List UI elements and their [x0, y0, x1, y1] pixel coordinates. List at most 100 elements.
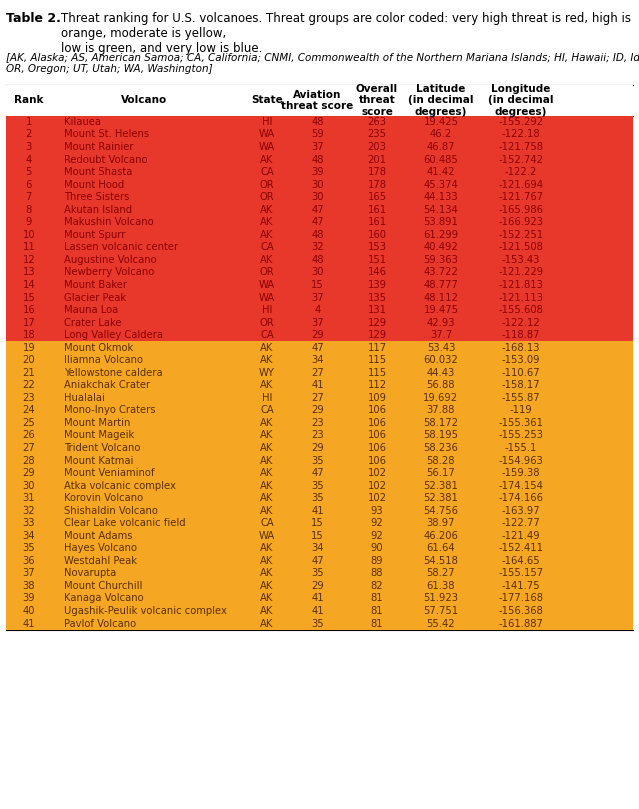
Text: Mount Spurr: Mount Spurr	[64, 230, 125, 239]
Text: -121.49: -121.49	[502, 531, 540, 540]
Text: -152.251: -152.251	[498, 230, 543, 239]
Text: OR: OR	[260, 318, 274, 328]
Text: 7: 7	[26, 193, 32, 202]
Text: 102: 102	[367, 468, 387, 478]
Text: 19.425: 19.425	[424, 117, 458, 127]
Text: 3: 3	[26, 142, 32, 152]
Text: -121.508: -121.508	[498, 243, 543, 252]
Text: 32: 32	[22, 506, 35, 515]
Text: 29: 29	[311, 581, 324, 591]
Text: 160: 160	[367, 230, 387, 239]
Text: 61.64: 61.64	[427, 544, 455, 553]
Text: -122.12: -122.12	[502, 318, 540, 328]
Text: 25: 25	[22, 418, 35, 428]
Text: 139: 139	[367, 280, 387, 290]
Text: AK: AK	[261, 468, 273, 478]
Text: -121.758: -121.758	[498, 142, 543, 152]
Text: 33: 33	[22, 519, 35, 528]
Text: 41: 41	[311, 594, 324, 604]
Text: 35: 35	[311, 455, 324, 465]
Text: 40.492: 40.492	[424, 243, 458, 252]
Text: 34: 34	[22, 531, 35, 540]
Text: 82: 82	[371, 581, 383, 591]
Text: 23: 23	[22, 393, 35, 403]
Text: Crater Lake: Crater Lake	[64, 318, 121, 328]
Text: 15: 15	[311, 519, 324, 528]
Text: Aviation
threat score: Aviation threat score	[281, 90, 354, 111]
Text: AK: AK	[261, 569, 273, 578]
Text: 48.777: 48.777	[424, 280, 458, 290]
Text: AK: AK	[261, 481, 273, 490]
Text: 54.518: 54.518	[424, 556, 458, 565]
Text: 201: 201	[367, 155, 387, 164]
Text: 56.17: 56.17	[427, 468, 455, 478]
Text: AK: AK	[261, 544, 273, 553]
Text: -121.813: -121.813	[498, 280, 543, 290]
Text: 20: 20	[22, 355, 35, 365]
Text: Pavlof Volcano: Pavlof Volcano	[64, 619, 136, 629]
Text: 31: 31	[22, 493, 35, 503]
Text: 48: 48	[311, 230, 324, 239]
Text: Mount Adams: Mount Adams	[64, 531, 132, 540]
Text: Latitude
(in decimal
degrees): Latitude (in decimal degrees)	[408, 83, 473, 117]
Text: 37.7: 37.7	[430, 330, 452, 340]
Text: Overall
threat
score: Overall threat score	[356, 83, 398, 117]
Text: Kanaga Volcano: Kanaga Volcano	[64, 594, 144, 604]
Text: 60.485: 60.485	[424, 155, 458, 164]
Text: -166.923: -166.923	[498, 218, 543, 227]
Text: AK: AK	[261, 155, 273, 164]
Text: 30: 30	[22, 481, 35, 490]
Text: 47: 47	[311, 556, 324, 565]
Text: 9: 9	[26, 218, 32, 227]
Text: 34: 34	[311, 544, 324, 553]
Text: Mount Martin: Mount Martin	[64, 418, 130, 428]
Text: 54.756: 54.756	[424, 506, 458, 515]
Text: 23: 23	[311, 418, 324, 428]
Text: 5: 5	[26, 167, 32, 177]
Text: AK: AK	[261, 418, 273, 428]
Text: WY: WY	[259, 368, 275, 378]
Text: -122.77: -122.77	[502, 519, 540, 528]
Text: AK: AK	[261, 230, 273, 239]
Text: -159.38: -159.38	[502, 468, 540, 478]
Text: -154.963: -154.963	[498, 455, 543, 465]
Text: Hayes Volcano: Hayes Volcano	[64, 544, 137, 553]
Text: 53.891: 53.891	[424, 218, 458, 227]
Text: 37: 37	[22, 569, 35, 578]
Text: 48.112: 48.112	[424, 293, 458, 303]
Text: Mauna Loa: Mauna Loa	[64, 305, 118, 315]
Text: Westdahl Peak: Westdahl Peak	[64, 556, 137, 565]
Text: 37: 37	[311, 142, 324, 152]
Text: Mount Veniaminof: Mount Veniaminof	[64, 468, 155, 478]
Text: 106: 106	[367, 430, 387, 440]
Text: 17: 17	[22, 318, 35, 328]
Text: 61.38: 61.38	[427, 581, 455, 591]
Text: -155.1: -155.1	[505, 443, 537, 453]
Text: -164.65: -164.65	[502, 556, 540, 565]
Text: AK: AK	[261, 455, 273, 465]
Text: HI: HI	[262, 393, 272, 403]
Text: AK: AK	[261, 205, 273, 214]
Text: -155.157: -155.157	[498, 569, 543, 578]
Text: AK: AK	[261, 594, 273, 604]
Text: -122.18: -122.18	[502, 129, 540, 139]
Text: 81: 81	[371, 606, 383, 616]
Text: -122.2: -122.2	[505, 167, 537, 177]
Text: 46.87: 46.87	[427, 142, 455, 152]
Text: 93: 93	[371, 506, 383, 515]
Text: -155.87: -155.87	[502, 393, 540, 403]
Text: 14: 14	[22, 280, 35, 290]
Text: Mount Baker: Mount Baker	[64, 280, 127, 290]
Text: 106: 106	[367, 405, 387, 415]
Text: OR: OR	[260, 268, 274, 277]
Text: 41: 41	[311, 506, 324, 515]
Text: Three Sisters: Three Sisters	[64, 193, 129, 202]
Text: AK: AK	[261, 619, 273, 629]
Text: 4: 4	[314, 305, 321, 315]
Text: 11: 11	[22, 243, 35, 252]
Text: 36: 36	[22, 556, 35, 565]
Text: AK: AK	[261, 606, 273, 616]
Text: 153: 153	[367, 243, 387, 252]
Text: CA: CA	[260, 330, 274, 340]
Text: -141.75: -141.75	[502, 581, 540, 591]
